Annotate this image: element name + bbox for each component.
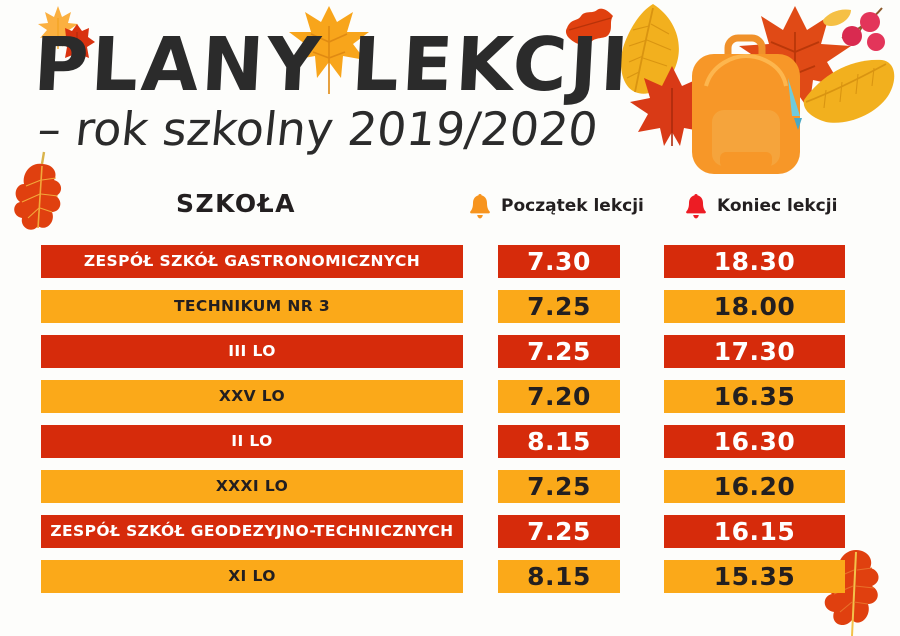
- cell-lesson-start-time: 8.15: [498, 560, 620, 593]
- table-row: XXXI LO 7.25 16.20: [0, 470, 900, 503]
- cell-school-name: ZESPÓŁ SZKÓŁ GASTRONOMICZNYCH: [41, 245, 463, 278]
- cell-school-name: II LO: [41, 425, 463, 458]
- cell-lesson-end-time: 16.20: [664, 470, 845, 503]
- cell-school-name: ZESPÓŁ SZKÓŁ GEODEZYJNO-TECHNICZNYCH: [41, 515, 463, 548]
- cell-lesson-end-time: 16.30: [664, 425, 845, 458]
- table-row: XI LO 8.15 15.35: [0, 560, 900, 593]
- table-row: ZESPÓŁ SZKÓŁ GASTRONOMICZNYCH 7.30 18.30: [0, 245, 900, 278]
- page-subtitle: – rok szkolny 2019/2020: [35, 102, 601, 156]
- cell-lesson-end-time: 16.15: [664, 515, 845, 548]
- table-row: TECHNIKUM NR 3 7.25 18.00: [0, 290, 900, 323]
- table-row: ZESPÓŁ SZKÓŁ GEODEZYJNO-TECHNICZNYCH 7.25…: [0, 515, 900, 548]
- header-lesson-end-label: Koniec lekcji: [717, 196, 838, 216]
- bell-icon: [468, 192, 492, 220]
- cell-school-name: TECHNIKUM NR 3: [41, 290, 463, 323]
- small-leaf-gold-icon: [821, 6, 853, 28]
- cell-lesson-end-time: 17.30: [664, 335, 845, 368]
- cell-school-name: XXV LO: [41, 380, 463, 413]
- table-column-headers: SZKOŁA Początek lekcji Koniec lekcji: [0, 186, 900, 228]
- header-lesson-start: Początek lekcji: [468, 192, 644, 220]
- bell-icon: [684, 192, 708, 220]
- header-lesson-start-label: Początek lekcji: [501, 196, 644, 216]
- header-school: SZKOŁA: [176, 189, 297, 218]
- cell-school-name: XI LO: [41, 560, 463, 593]
- birch-leaf-large-gold-icon: [800, 52, 900, 130]
- maple-leaf-large-red-icon: [735, 2, 855, 120]
- cell-lesson-end-time: 18.00: [664, 290, 845, 323]
- table-row: XXV LO 7.20 16.35: [0, 380, 900, 413]
- schedule-table: ZESPÓŁ SZKÓŁ GASTRONOMICZNYCH 7.30 18.30 TE…: [0, 245, 900, 605]
- cell-lesson-start-time: 7.20: [498, 380, 620, 413]
- header-lesson-end: Koniec lekcji: [684, 192, 837, 220]
- cell-lesson-start-time: 7.25: [498, 290, 620, 323]
- cell-lesson-start-time: 7.25: [498, 470, 620, 503]
- table-row: III LO 7.25 17.30: [0, 335, 900, 368]
- cell-school-name: XXXI LO: [41, 470, 463, 503]
- cell-school-name: III LO: [41, 335, 463, 368]
- poster-title-block: PLANY LEKCJI – rok szkolny 2019/2020: [0, 22, 700, 156]
- cell-lesson-start-time: 7.30: [498, 245, 620, 278]
- table-row: II LO 8.15 16.30: [0, 425, 900, 458]
- cell-lesson-end-time: 16.35: [664, 380, 845, 413]
- page-title: PLANY LEKCJI: [31, 22, 634, 108]
- cell-lesson-start-time: 8.15: [498, 425, 620, 458]
- cell-lesson-start-time: 7.25: [498, 515, 620, 548]
- berries-icon: [818, 4, 894, 74]
- cell-lesson-end-time: 18.30: [664, 245, 845, 278]
- cell-lesson-start-time: 7.25: [498, 335, 620, 368]
- cell-lesson-end-time: 15.35: [664, 560, 845, 593]
